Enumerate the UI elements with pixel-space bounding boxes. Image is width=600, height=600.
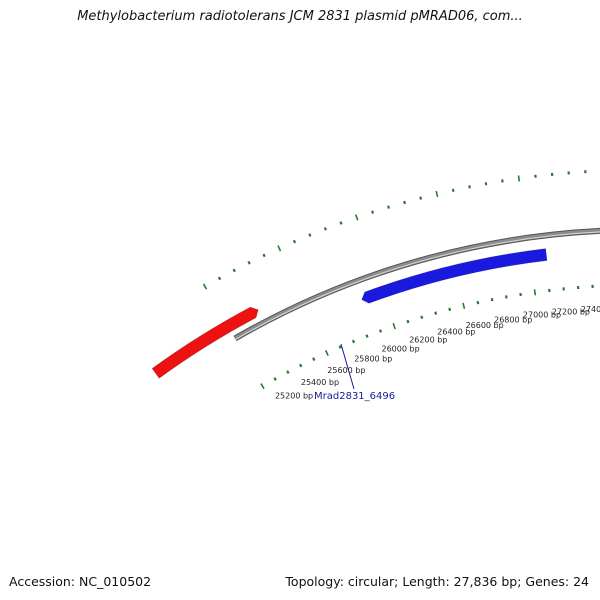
gene-mrad2831-6496[interactable]: [361, 248, 548, 304]
inner-ring-minor-tick: [338, 345, 342, 349]
inner-ring-major-tick: [260, 383, 265, 390]
outer-ring-minor-tick: [292, 239, 297, 244]
gene-features: [151, 248, 548, 379]
backbone-line: [234, 229, 600, 341]
inner-ring-minor-tick: [490, 297, 494, 302]
ruler-label: 25600 bp: [327, 366, 365, 375]
outer-ring-minor-tick: [403, 200, 407, 205]
ruler-label: 25800 bp: [354, 355, 392, 364]
outer-ring-minor-tick: [308, 233, 312, 237]
outer-tick-ring: [202, 170, 587, 290]
backbone-highlight: [235, 231, 600, 340]
inner-ring-minor-tick: [286, 370, 290, 374]
outer-ring-minor-tick: [232, 268, 236, 273]
inner-ring-minor-tick: [273, 377, 277, 381]
gene-red-left[interactable]: [151, 306, 259, 379]
inner-ring-major-tick: [462, 302, 466, 309]
ruler-label: 27400 bp: [581, 305, 600, 314]
inner-ring-minor-tick: [434, 311, 438, 315]
ruler-label: 27200 bp: [552, 307, 590, 316]
outer-ring-major-tick: [202, 283, 208, 290]
inner-ring-major-tick: [533, 289, 537, 296]
outer-ring-major-tick: [517, 175, 521, 182]
accession-text: Accession: NC_010502: [9, 574, 152, 589]
inner-ring-minor-tick: [312, 357, 316, 361]
inner-ring-minor-tick: [448, 307, 452, 312]
topology-info: Topology: circular; Length: 27,836 bp; G…: [285, 574, 589, 589]
outer-ring-minor-tick: [323, 227, 327, 231]
ruler-label: 26600 bp: [466, 321, 504, 330]
ruler-label: 27000 bp: [523, 311, 561, 320]
outer-ring-minor-tick: [262, 253, 266, 258]
inner-ring-minor-tick: [504, 295, 508, 299]
outer-ring-minor-tick: [468, 185, 471, 189]
inner-tick-ring: [260, 284, 594, 390]
outer-ring-minor-tick: [339, 221, 343, 225]
outer-ring-minor-tick: [387, 205, 391, 209]
inner-ring-major-tick: [324, 349, 329, 357]
outer-ring-minor-tick: [371, 210, 375, 214]
inner-ring-minor-tick: [420, 315, 424, 319]
ruler-label: 26200 bp: [409, 336, 447, 345]
inner-ring-minor-tick: [406, 319, 410, 324]
ruler-label: 26000 bp: [382, 345, 420, 354]
inner-ring-minor-tick: [351, 339, 356, 344]
outer-ring-minor-tick: [247, 260, 251, 265]
inner-ring-minor-tick: [299, 363, 303, 368]
map-title: Methylobacterium radiotolerans JCM 2831 …: [77, 9, 523, 24]
outer-ring-minor-tick: [419, 196, 423, 200]
ruler-label: 25400 bp: [301, 378, 339, 387]
ruler-label: 26400 bp: [437, 328, 475, 337]
outer-ring-minor-tick: [217, 276, 222, 281]
outer-ring-major-tick: [277, 245, 282, 252]
ruler-label: 26800 bp: [494, 315, 532, 324]
outer-ring-minor-tick: [484, 182, 488, 186]
outer-ring-minor-tick: [451, 188, 455, 192]
plasmid-backbone: [233, 228, 600, 342]
outer-ring-major-tick: [435, 190, 439, 198]
inner-ring-minor-tick: [378, 329, 383, 333]
gene-label-mrad2831-6496[interactable]: Mrad2831_6496: [314, 391, 395, 402]
gene-callout: Mrad2831_6496: [314, 343, 395, 402]
ruler-label: 25200 bp: [275, 391, 313, 400]
inner-ring-minor-tick: [476, 300, 480, 305]
inner-ring-minor-tick: [365, 334, 369, 338]
gene-callout-line: [340, 343, 355, 390]
outer-ring-major-tick: [355, 214, 359, 221]
inner-ring-major-tick: [392, 323, 396, 330]
